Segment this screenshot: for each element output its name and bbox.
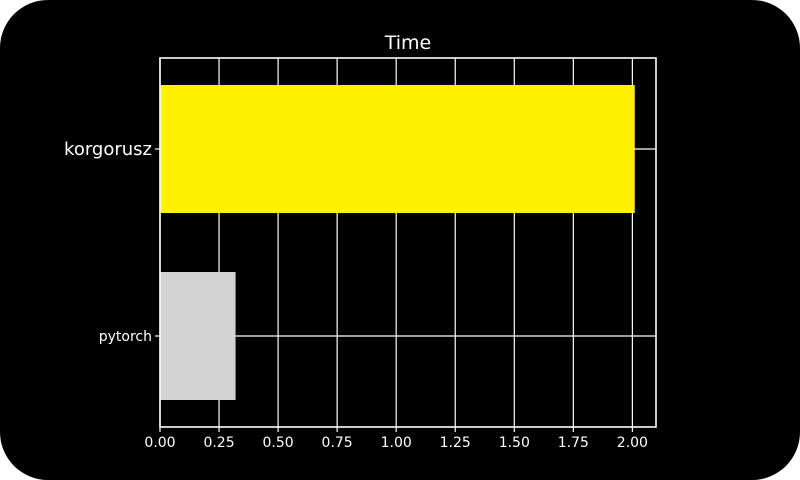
bars	[160, 85, 635, 400]
chart-title-group: Time	[384, 32, 432, 54]
x-tick-label: 1.50	[499, 435, 530, 451]
x-tick-label: 2.00	[617, 435, 648, 451]
bar-pytorch	[160, 272, 236, 400]
x-tick-label: 0.25	[203, 435, 234, 451]
x-tick-label: 0.75	[322, 435, 353, 451]
x-tick-label: 0.00	[144, 435, 175, 451]
x-tick-label: 1.25	[440, 435, 471, 451]
x-tick-label: 1.00	[381, 435, 412, 451]
x-tick-label: 0.50	[263, 435, 294, 451]
y-tick-labels: korgorusz pytorch	[64, 139, 152, 345]
y-tick-label: pytorch	[99, 329, 152, 345]
x-tick-label: 1.75	[558, 435, 589, 451]
plot-frame	[159, 57, 657, 428]
chart-title: Time	[384, 32, 432, 54]
y-tick-label: korgorusz	[64, 139, 152, 160]
axes	[155, 57, 657, 432]
x-tick-labels: 0.00 0.25 0.50 0.75 1.00 1.25 1.50 1.75 2.00	[144, 435, 648, 451]
bar-korgorusz	[160, 85, 635, 213]
